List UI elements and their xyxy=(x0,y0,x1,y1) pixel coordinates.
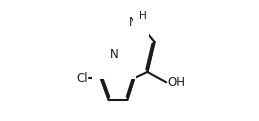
Text: H: H xyxy=(139,11,146,21)
Text: N: N xyxy=(129,15,138,29)
Text: OH: OH xyxy=(167,76,185,89)
Text: N: N xyxy=(110,48,119,61)
Text: Cl: Cl xyxy=(77,72,88,85)
